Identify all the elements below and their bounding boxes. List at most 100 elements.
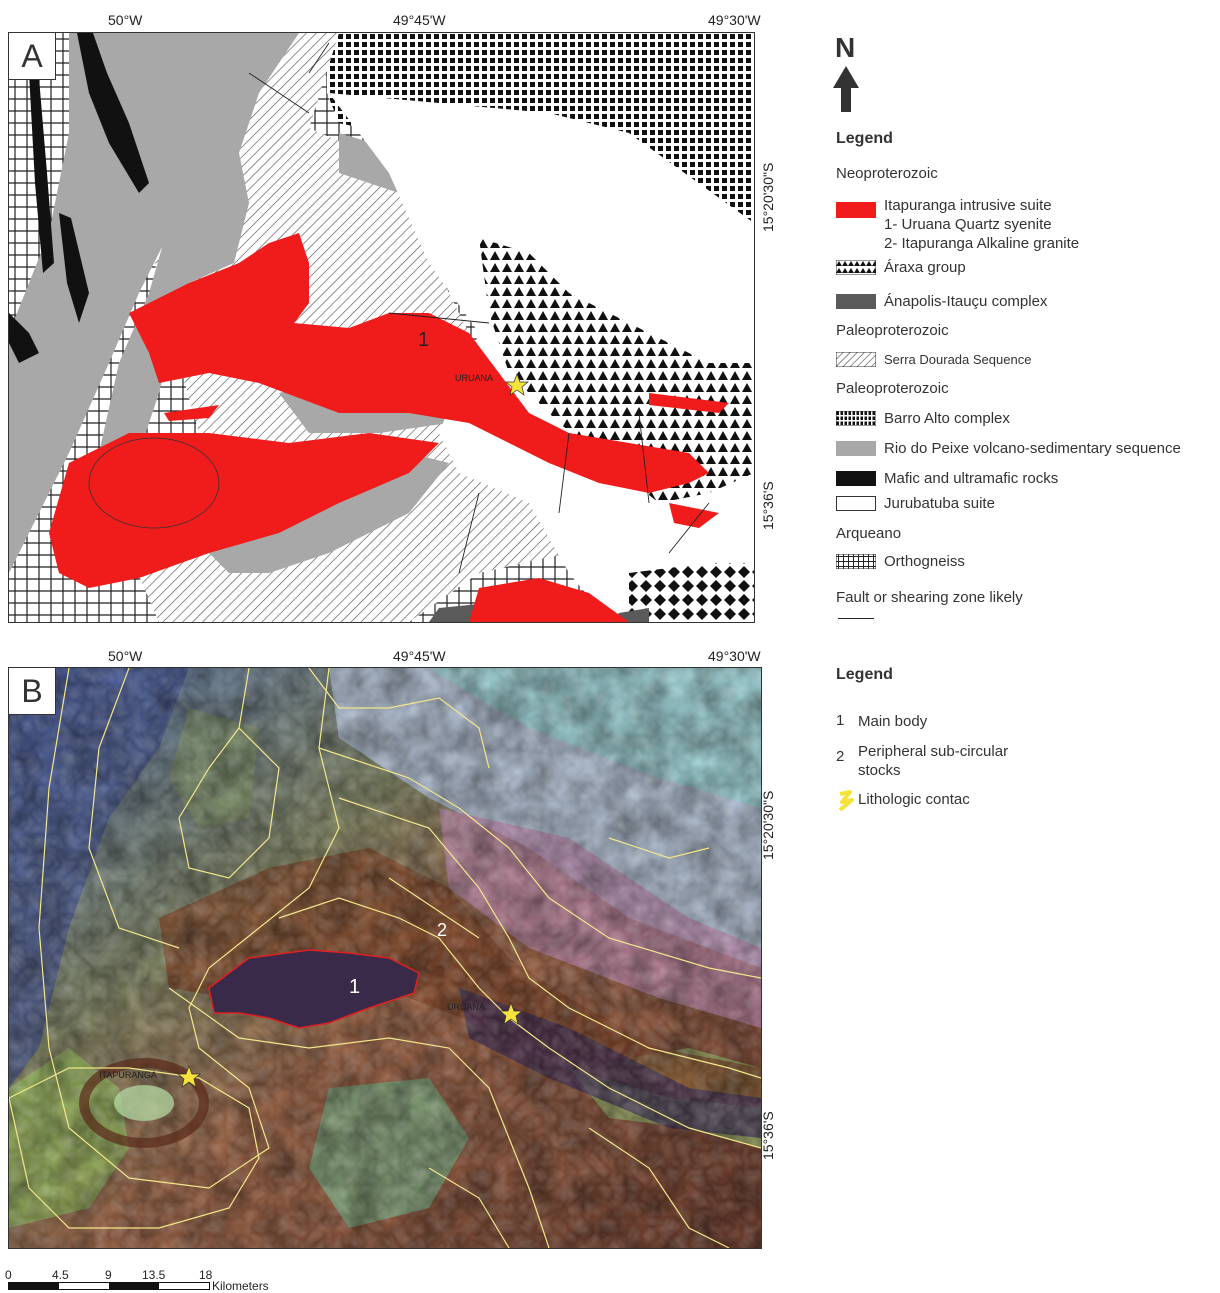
coord-4930w-b: 49°30'W: [708, 648, 761, 664]
legend-head-arqueano: Arqueano: [836, 525, 902, 542]
legend-item-araxa: Áraxa group: [836, 258, 966, 277]
legend-itapuranga-line3: 2- Itapuranga Alkaline granite: [884, 235, 1080, 252]
legend-b-label-2b: stocks: [858, 762, 901, 779]
uruana-label-a: URUANA: [455, 373, 494, 383]
legend-b-num-1: 1: [836, 712, 845, 729]
stocks-number-b: 2: [437, 920, 448, 940]
inner-contact-ellipse: [88, 437, 220, 529]
mafic-body-1: [77, 33, 149, 193]
legend-b-num-2: 2: [836, 748, 845, 765]
swatch-white: [836, 496, 876, 511]
legend-serra-dourada-label: Serra Dourada Sequence: [884, 352, 1032, 367]
scale-tick-2: 9: [105, 1268, 112, 1282]
main-body-number-b: 1: [349, 976, 361, 998]
legend-b-label-2a: Peripheral sub-circular: [858, 743, 1009, 760]
legend-item-mafic: Mafic and ultramafic rocks: [836, 469, 1058, 488]
itapuranga-label-b: ITAPURANGA: [99, 1070, 157, 1080]
ring-core: [114, 1085, 174, 1121]
itapuranga-small-body: [164, 405, 219, 421]
legend-head-paleoproterozoic-2: Paleoproterozoic: [836, 380, 949, 397]
mafic-body-3: [59, 213, 89, 323]
legend-head-paleoproterozoic-1: Paleoproterozoic: [836, 322, 949, 339]
geologic-map-panel-a: A 1 URUANA: [8, 32, 755, 623]
swatch-black: [836, 471, 876, 486]
scale-seg-1: [9, 1283, 59, 1289]
legend-orthogneiss-label: Orthogneiss: [884, 553, 965, 570]
swatch-darkgray: [836, 294, 876, 309]
north-letter: N: [835, 32, 856, 63]
legend-item-itapuranga: Itapuranga intrusive suite 1- Uruana Qua…: [836, 196, 1079, 253]
north-arrow-icon: [833, 66, 859, 112]
uruana-label-b: URUANA: [447, 1002, 486, 1012]
legend-mafic-label: Mafic and ultramafic rocks: [884, 470, 1059, 487]
legend-item-barro-alto: Barro Alto complex: [836, 409, 1010, 428]
coord-lat1-b: 15°20'30"S: [760, 790, 776, 860]
swatch-triangles: [836, 260, 876, 275]
scale-unit: Kilometers: [212, 1279, 269, 1293]
rio-do-peixe-west: [9, 33, 219, 573]
itapuranga-east-body: [649, 393, 729, 413]
legend-barro-alto-label: Barro Alto complex: [884, 410, 1010, 427]
itapuranga-granite-body: [49, 433, 439, 588]
lithologic-contact-icon: [838, 790, 854, 812]
scale-bar: [8, 1282, 210, 1290]
scale-tick-1: 4.5: [52, 1268, 69, 1282]
legend-b-label-3: Lithologic contac: [858, 791, 970, 808]
legend-anapolis-label: Ánapolis-Itauçu complex: [884, 293, 1048, 310]
itapuranga-south-body: [469, 578, 629, 622]
coord-lat2-a: 15°36'S: [760, 481, 776, 530]
scale-seg-4: [159, 1283, 209, 1289]
legend-jurubatuba-label: Jurubatuba suite: [884, 495, 995, 512]
main-body-number-a: 1: [418, 329, 430, 351]
uruana-star-icon: [505, 373, 529, 396]
coord-4945w-b: 49°45'W: [393, 648, 446, 664]
swatch-hatch: [836, 352, 876, 367]
swatch-red: [836, 202, 876, 218]
swatch-grid: [836, 554, 876, 569]
legend-araxa-label: Áraxa group: [884, 259, 966, 276]
mafic-body-4: [9, 313, 39, 363]
scale-seg-3: [109, 1283, 159, 1289]
mafic-body-2: [29, 73, 54, 273]
legend-item-serra-dourada: Serra Dourada Sequence: [836, 350, 1031, 369]
itapuranga-southeast-body: [669, 503, 719, 528]
itapuranga-star-icon: [177, 1065, 201, 1088]
coord-4945w-a: 49°45'W: [393, 12, 446, 28]
fault-lines: [248, 42, 710, 574]
legend-itapuranga-line1: Itapuranga intrusive suite: [884, 197, 1052, 214]
scale-tick-4: 18: [199, 1268, 213, 1282]
legend-a-title: Legend: [836, 130, 893, 147]
legend-itapuranga-line2: 1- Uruana Quartz syenite: [884, 216, 1052, 233]
legend-b-item-main-body: 1 Main body: [836, 712, 927, 731]
uruana-star-icon-b: [499, 1002, 523, 1025]
legend-rio-do-peixe-label: Rio do Peixe volcano-sedimentary sequenc…: [884, 440, 1181, 457]
legend-b-item-stocks: 2 Peripheral sub-circular stocks: [836, 742, 1008, 780]
scale-tick-0: 0: [5, 1268, 12, 1282]
coord-50w-b: 50°W: [108, 648, 143, 664]
lithologic-contacts: [9, 668, 761, 1248]
swatch-squares: [836, 411, 876, 426]
araxa-area: [479, 238, 754, 503]
main-body-outline: [208, 949, 420, 1029]
coord-50w-a: 50°W: [108, 12, 143, 28]
panel-a-label: A: [9, 33, 56, 80]
scale-seg-2: [59, 1283, 109, 1289]
legend-head-neoproterozoic: Neoproterozoic: [836, 165, 938, 182]
ternary-image-panel-b: B 1 2 URUANA ITAPURANGA: [8, 667, 762, 1249]
legend-b-title: Legend: [836, 666, 893, 683]
coord-lat1-a: 15°20'30"S: [760, 162, 776, 232]
legend-item-anapolis: Ánapolis-Itauçu complex: [836, 292, 1047, 311]
itapuranga-main-body: [129, 233, 709, 493]
legend-item-jurubatuba: Jurubatuba suite: [836, 494, 995, 513]
legend-b-label-1: Main body: [858, 713, 928, 730]
legend-b-item-contact: Lithologic contac: [836, 790, 970, 812]
coord-lat2-b: 15°36'S: [760, 1111, 776, 1160]
legend-fault-label: Fault or shearing zone likely: [836, 589, 1023, 606]
panel-b-label: B: [9, 668, 56, 715]
legend-item-rio-do-peixe: Rio do Peixe volcano-sedimentary sequenc…: [836, 439, 1181, 458]
swatch-lightgray: [836, 441, 876, 456]
coord-4930w-a: 49°30'W: [708, 12, 761, 28]
legend-item-orthogneiss: Orthogneiss: [836, 552, 965, 571]
scale-tick-3: 13.5: [142, 1268, 166, 1282]
araxa-southeast-area: [629, 563, 754, 622]
